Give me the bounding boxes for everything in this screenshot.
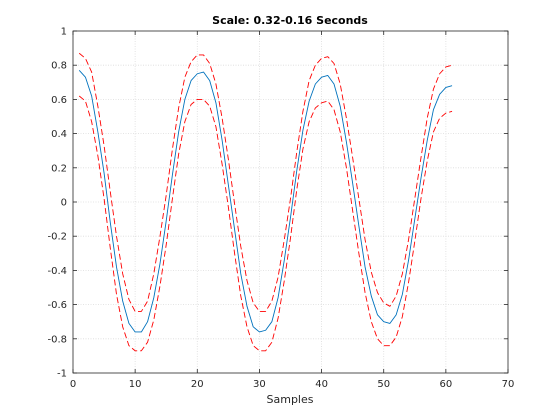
solid-series-line-0	[78, 70, 453, 333]
dashed-series-line-2	[78, 95, 453, 352]
y-tick-label: 1	[61, 27, 67, 38]
y-tick-label: -0.4	[47, 266, 67, 277]
x-tick-label: 70	[502, 379, 515, 390]
grid	[73, 31, 508, 373]
x-tick-label: 60	[439, 379, 452, 390]
x-axis-label: Samples	[267, 393, 314, 406]
x-tick-label: 40	[315, 379, 328, 390]
y-tick-label: 0.4	[51, 129, 67, 140]
x-tick-label: 10	[129, 379, 142, 390]
y-tick-label: 0.6	[51, 95, 67, 106]
y-tick-label: 0.2	[51, 163, 67, 174]
y-tick-label: -0.2	[47, 232, 67, 243]
x-tick-label: 50	[377, 379, 390, 390]
y-tick-label: 0	[61, 198, 67, 209]
chart-title: Scale: 0.32-0.16 Seconds	[212, 14, 368, 27]
axis-ticks: 0 10 20 30 40 50 60 70 -1 -0.8 -0.6 -0.4 -0.2 0 0.2 0.4…	[47, 27, 514, 391]
x-tick-label: 0	[70, 379, 76, 390]
y-tick-label: -0.6	[47, 300, 67, 311]
x-tick-label: 20	[191, 379, 204, 390]
x-tick-label: 30	[253, 379, 266, 390]
y-tick-label: -1	[57, 369, 67, 380]
y-tick-label: -0.8	[47, 334, 67, 345]
dashed-series-line-1	[78, 52, 453, 312]
y-tick-label: 0.8	[51, 61, 67, 72]
series-layer	[78, 52, 453, 352]
